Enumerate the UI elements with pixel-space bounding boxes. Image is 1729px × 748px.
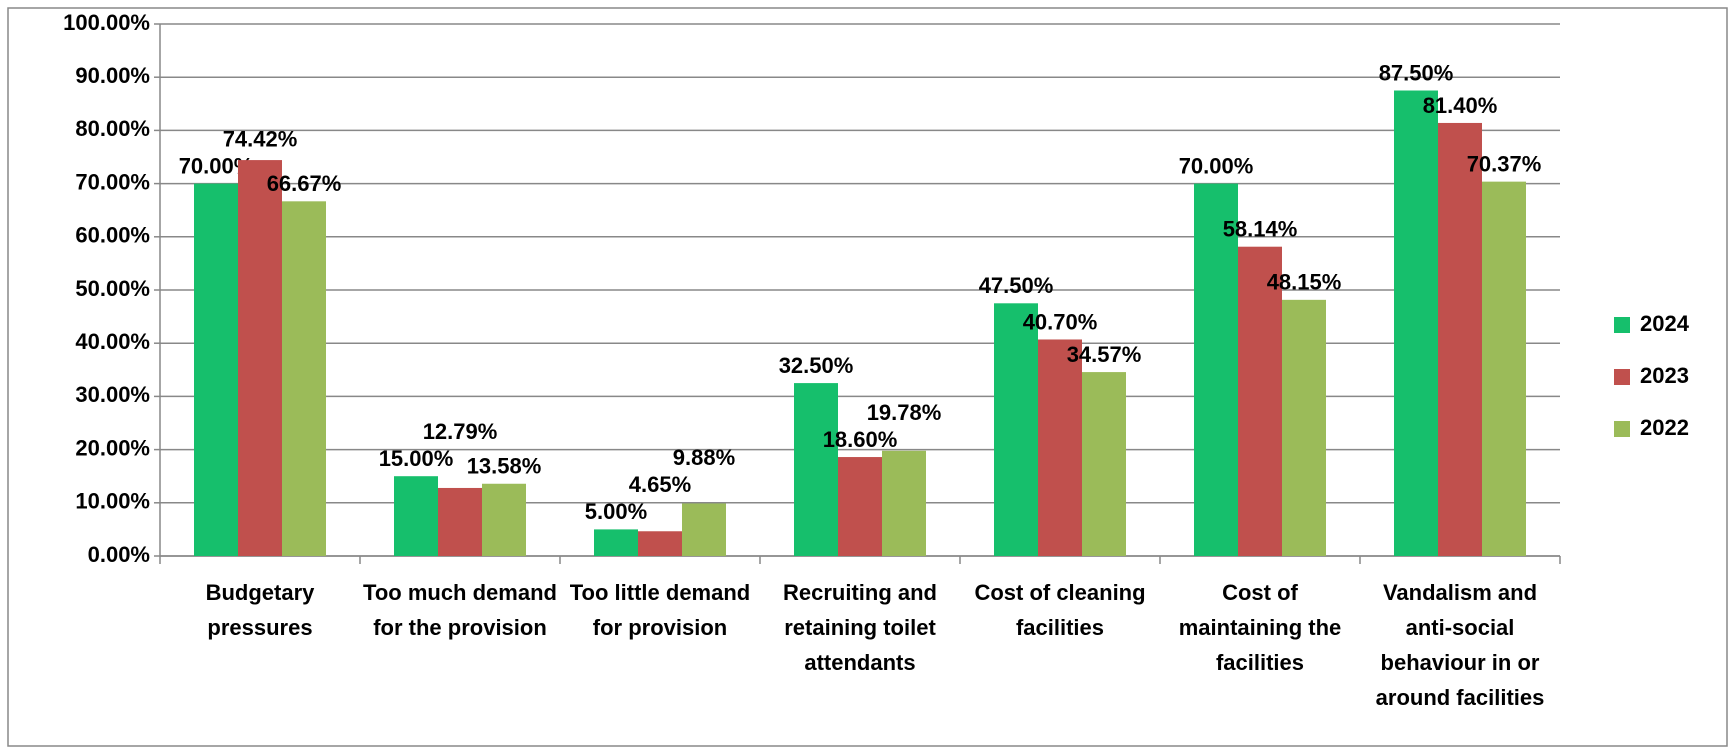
data-label: 40.70% (1023, 309, 1098, 334)
y-tick-label: 20.00% (75, 435, 150, 460)
data-label: 81.40% (1423, 93, 1498, 118)
data-label: 66.67% (267, 171, 342, 196)
bar (994, 303, 1038, 556)
bar (594, 529, 638, 556)
x-tick-line: maintaining the (1179, 615, 1342, 640)
data-label: 15.00% (379, 446, 454, 471)
y-tick-label: 0.00% (88, 542, 150, 567)
x-tick-line: retaining toilet (784, 615, 936, 640)
data-label: 13.58% (467, 454, 542, 479)
data-label: 48.15% (1267, 270, 1342, 295)
x-tick-line: Recruiting and (783, 580, 937, 605)
y-tick-label: 50.00% (75, 276, 150, 301)
bar (1038, 339, 1082, 556)
x-tick-line: facilities (1016, 615, 1104, 640)
x-tick-label: Vandalism and anti-social behaviour in or a… (1376, 580, 1545, 710)
y-tick-label: 10.00% (75, 489, 150, 514)
x-tick-label: Cost of maintaining the facilities (1179, 580, 1342, 675)
data-label: 5.00% (585, 499, 647, 524)
y-tick-label: 70.00% (75, 169, 150, 194)
x-tick-line: behaviour in or (1381, 650, 1540, 675)
data-label: 18.60% (823, 427, 898, 452)
legend-label: 2022 (1640, 415, 1689, 440)
x-tick-line: Too much demand (363, 580, 557, 605)
data-label: 32.50% (779, 353, 854, 378)
data-label: 9.88% (673, 445, 735, 470)
x-tick-line: for provision (593, 615, 727, 640)
x-tick-line: Cost of (1222, 580, 1298, 605)
data-label: 47.50% (979, 273, 1054, 298)
legend-label: 2023 (1640, 363, 1689, 388)
bar (882, 450, 926, 556)
bar (794, 383, 838, 556)
bar (638, 531, 682, 556)
x-tick-label: Too little demand for provision (570, 580, 750, 640)
data-label: 58.14% (1223, 217, 1298, 242)
bar (1482, 181, 1526, 557)
x-tick-label: Too much demand for the provision (363, 580, 557, 640)
bar (394, 476, 438, 556)
legend-swatch (1614, 369, 1630, 385)
data-label: 34.57% (1067, 342, 1142, 367)
y-tick-label: 80.00% (75, 116, 150, 141)
bar (438, 487, 482, 556)
y-tick-label: 90.00% (75, 63, 150, 88)
x-tick-label: Cost of cleaning facilities (974, 580, 1145, 640)
x-tick-line: for the provision (373, 615, 547, 640)
x-tick-line: attendants (804, 650, 915, 675)
bar (1438, 122, 1482, 557)
bar (482, 483, 526, 556)
x-tick-label: Budgetary pressures (206, 580, 316, 640)
bar (238, 160, 282, 556)
bar (194, 183, 238, 556)
data-label: 70.00% (1179, 153, 1254, 178)
bar (1238, 246, 1282, 557)
data-label: 87.50% (1379, 60, 1454, 85)
x-tick-line: Too little demand (570, 580, 750, 605)
chart-frame (7, 7, 1728, 747)
bar (1394, 90, 1438, 556)
x-tick-line: Budgetary (206, 580, 316, 605)
bar (282, 201, 326, 556)
x-tick-line: facilities (1216, 650, 1304, 675)
bar (1282, 299, 1326, 556)
legend-swatch (1614, 317, 1630, 333)
data-label: 19.78% (867, 400, 942, 425)
bar (1082, 372, 1126, 556)
legend-swatch (1614, 421, 1630, 437)
x-tick-label: Recruiting and retaining toilet attendants (783, 580, 937, 675)
bar (838, 457, 882, 556)
x-tick-line: pressures (207, 615, 312, 640)
y-tick-label: 30.00% (75, 382, 150, 407)
x-tick-line: anti-social (1406, 615, 1515, 640)
bar (1194, 183, 1238, 556)
x-tick-line: Cost of cleaning (974, 580, 1145, 605)
data-label: 70.37% (1467, 151, 1542, 176)
data-label: 74.42% (223, 126, 298, 151)
bar (682, 503, 726, 556)
y-tick-label: 100.00% (63, 10, 150, 35)
x-tick-line: around facilities (1376, 685, 1545, 710)
y-tick-label: 40.00% (75, 329, 150, 354)
legend-label: 2024 (1640, 311, 1690, 336)
data-label: 12.79% (423, 419, 498, 444)
x-tick-line: Vandalism and (1383, 580, 1537, 605)
y-tick-label: 60.00% (75, 223, 150, 248)
data-label: 4.65% (629, 472, 691, 497)
